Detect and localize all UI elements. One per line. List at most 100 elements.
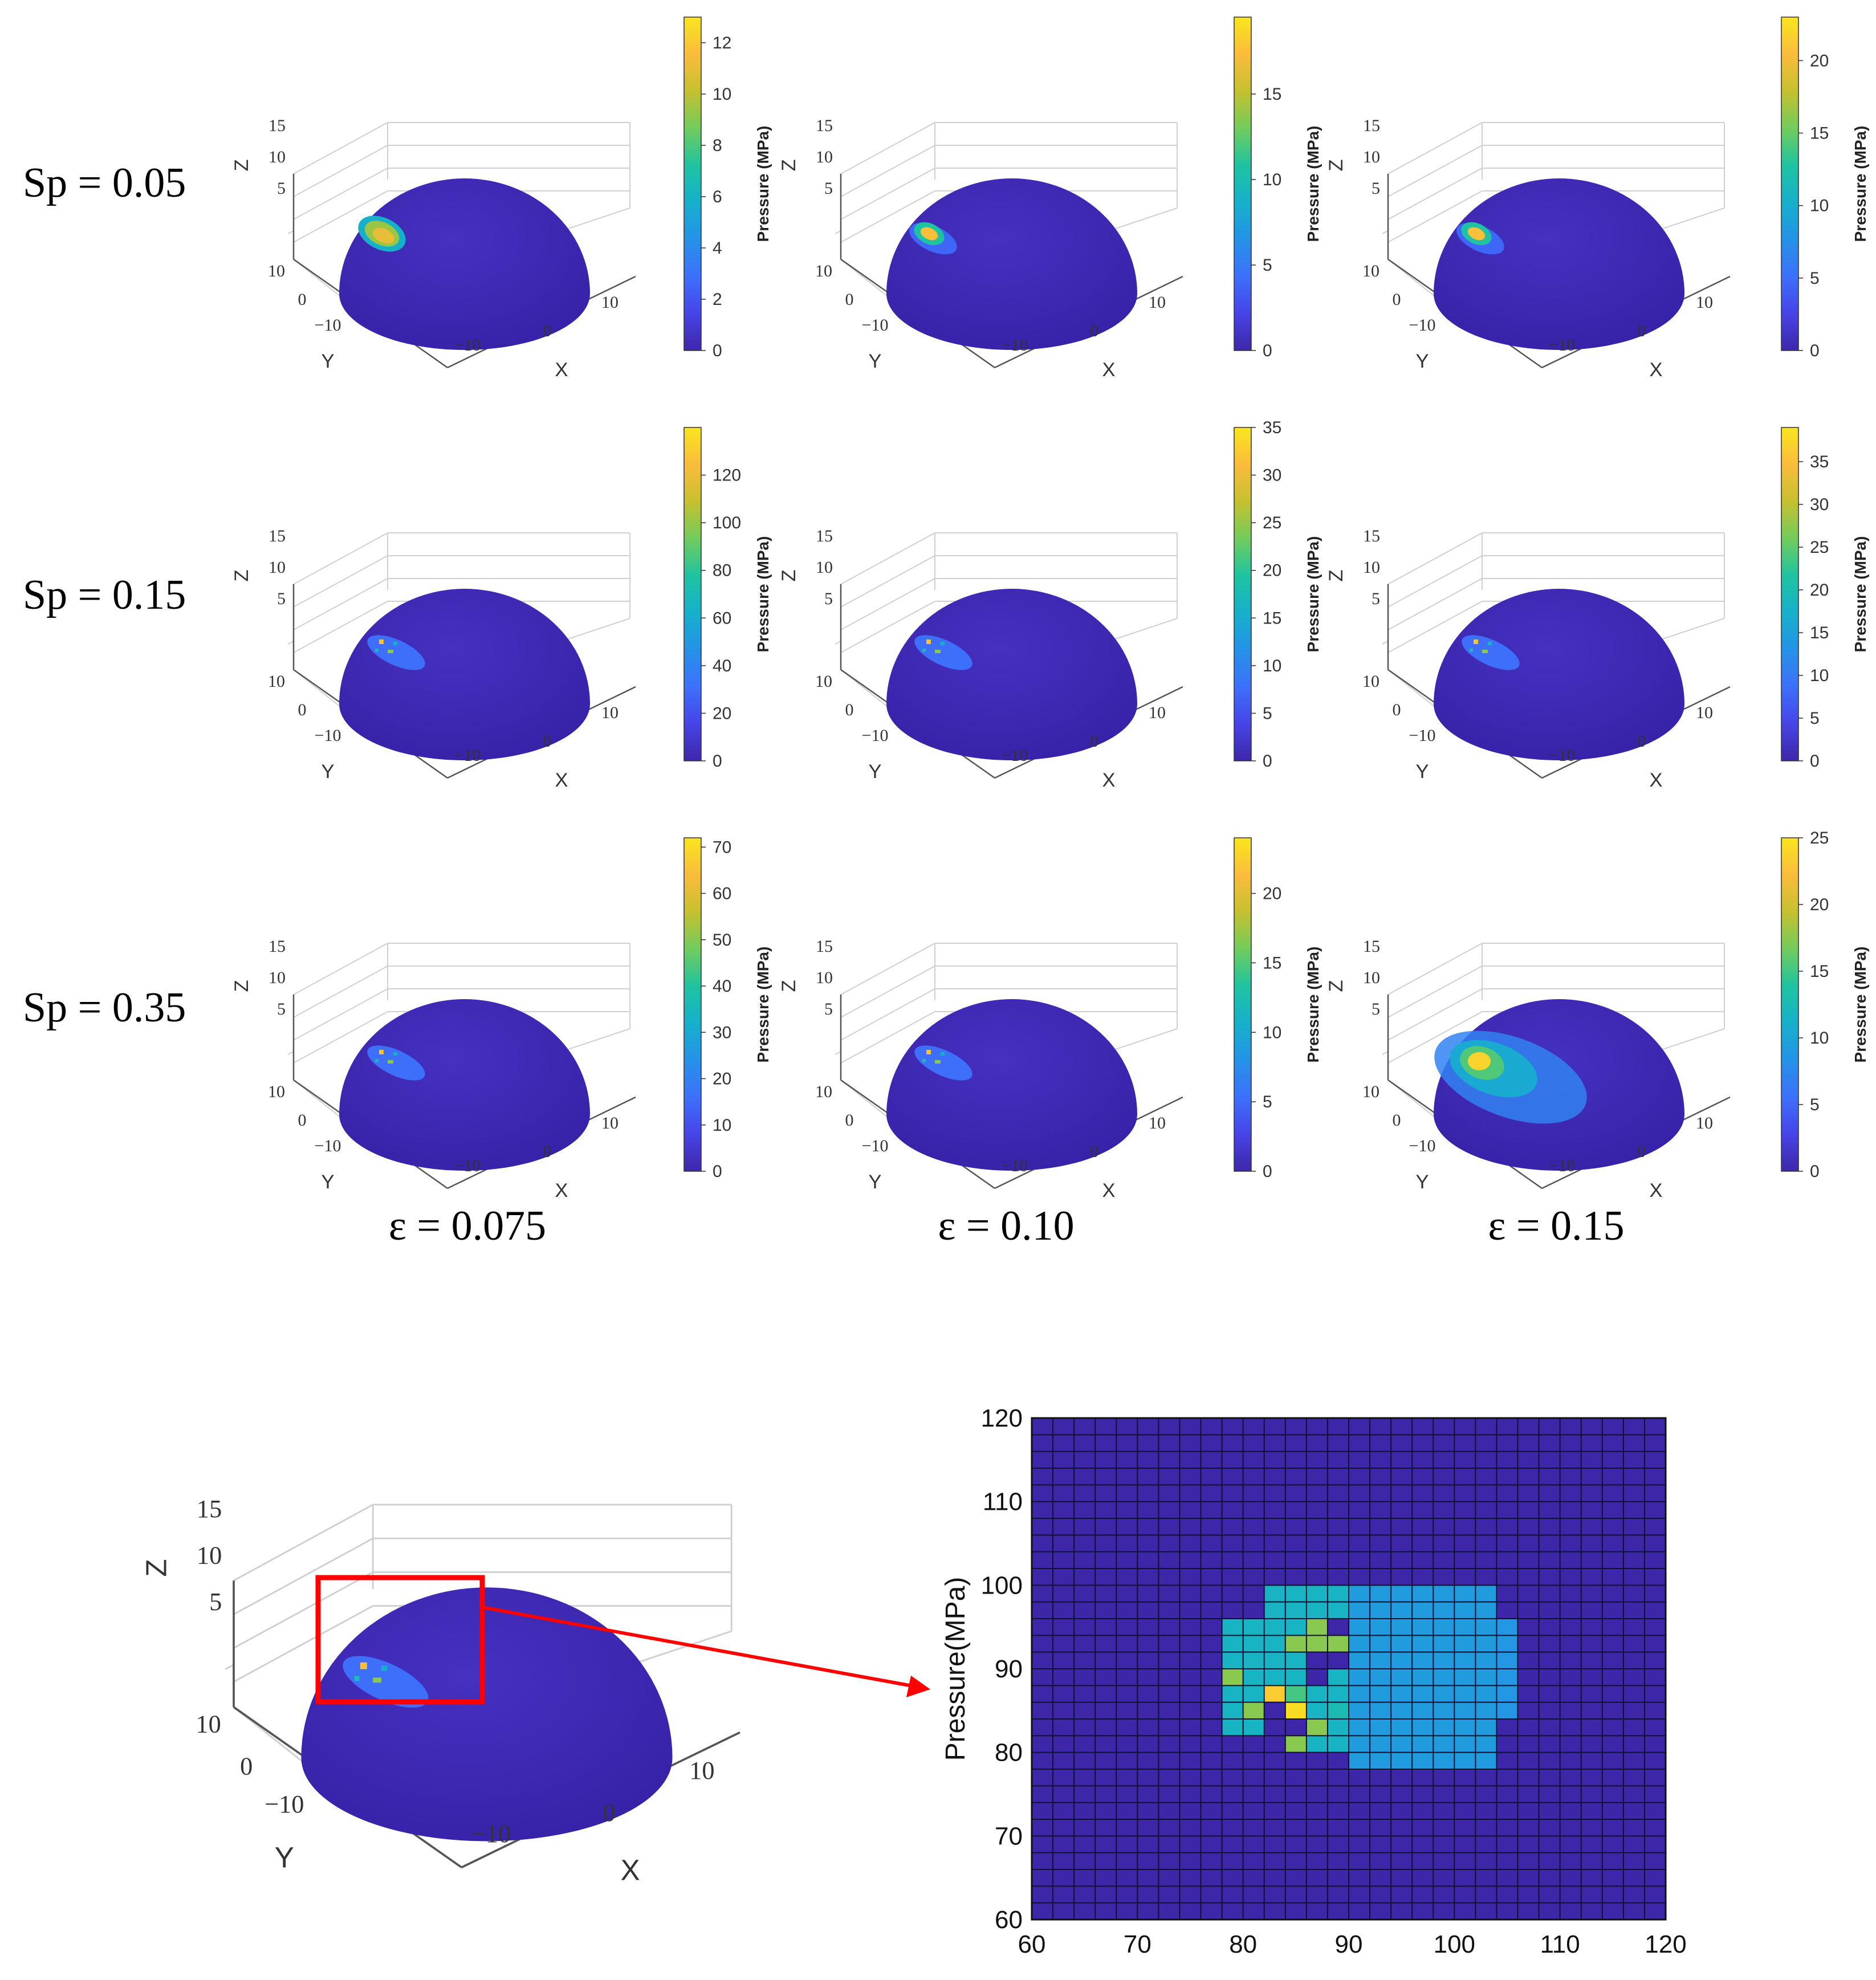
heatmap-cell (1264, 1702, 1285, 1719)
colorbar-label: Pressure (MPa) (754, 126, 772, 242)
heatmap-cell (1391, 1702, 1413, 1719)
heatmap-cell (1327, 1669, 1349, 1686)
pressure-plot-r1-c0: 15105Z100−10Y100−10X020406080100120Press… (231, 427, 772, 791)
z-tick-label: 5 (209, 1587, 222, 1616)
colorbar-label: Pressure (MPa) (1304, 536, 1322, 653)
pressure-plot-r2-c0: 15105Z100−10Y100−10X010203040506070Press… (231, 837, 772, 1201)
colorbar: 0 5 10 15 Pressure (MPa) (1234, 17, 1322, 360)
heatmap-cell (1222, 1635, 1243, 1652)
x-tick-label: −10 (471, 1819, 511, 1848)
heatmap-cell (1243, 1619, 1264, 1636)
heatmap-y-tick: 110 (983, 1488, 1023, 1516)
z-tick-label: 15 (816, 116, 833, 135)
colorbar-tick-label: 5 (1810, 269, 1820, 288)
colorbar-tick-label: 5 (1263, 1093, 1272, 1111)
heatmap-cell (1370, 1652, 1391, 1669)
heatmap-cell (1264, 1685, 1285, 1702)
z-axis-label: Z (231, 569, 253, 581)
colorbar-ramp (683, 837, 702, 1172)
hemisphere-surface (301, 1587, 673, 1842)
heatmap-cell (1496, 1685, 1518, 1702)
colorbar-tick-label: 20 (1810, 581, 1829, 600)
heatmap-cell (1391, 1685, 1413, 1702)
colorbar-tick-label: 10 (1263, 170, 1281, 189)
z-tick-label: 10 (268, 558, 286, 577)
heatmap-cell (1264, 1669, 1285, 1686)
heatmap-cell (1454, 1602, 1476, 1619)
colorbar-ramp (1234, 427, 1252, 761)
y-tick-label: 0 (845, 1111, 854, 1130)
heatmap-cell (1370, 1735, 1391, 1753)
y-tick-label: 10 (268, 1082, 285, 1101)
hemisphere-surface (886, 999, 1137, 1171)
heatmap-cell (1327, 1585, 1349, 1602)
heatmap-cell (1370, 1685, 1391, 1702)
colorbar-tick-label: 50 (713, 931, 731, 950)
heatmap-cell (1475, 1652, 1497, 1669)
y-axis-label: Y (1415, 351, 1429, 372)
colorbar-tick-label: 0 (1263, 341, 1272, 360)
colorbar-tick-label: 80 (713, 561, 731, 580)
zoom-source-plot: 15 10 5 Z 10 0 −10 Y 10 0 −10 X (140, 1494, 740, 1887)
zoom-detail-heatmap: 60 70 80 90 100 110 120 60 70 80 90 100 110 120 Pressu… (941, 1404, 1687, 1958)
pressure-hotspot (914, 1045, 972, 1081)
heatmap-frame (1031, 1417, 1667, 1921)
z-tick-label: 10 (1363, 148, 1380, 166)
colorbar-tick-label: 4 (713, 239, 722, 258)
y-tick-label: −10 (315, 1136, 341, 1155)
x-tick-label: 0 (603, 1798, 615, 1827)
x-tick-label: −10 (454, 1156, 481, 1175)
zoom-arrow-line (482, 1606, 913, 1688)
heatmap-x-tick: 120 (1645, 1930, 1686, 1958)
colorbar: 0 5 10 15 20 Pressure (MPa) (1234, 837, 1322, 1181)
heatmap-cell (1264, 1735, 1285, 1753)
heatmap-cell (1412, 1669, 1434, 1686)
heatmap-cell (1306, 1619, 1328, 1636)
y-tick-label: −10 (862, 316, 889, 335)
heatmap-cell (1475, 1735, 1497, 1753)
x-tick-label: 10 (601, 293, 618, 312)
heatmap-cell (1412, 1735, 1434, 1753)
colorbar-ramp (1234, 17, 1252, 351)
heatmap-cell (1433, 1585, 1455, 1602)
z-axis-label: Z (778, 980, 800, 992)
z-axis-label: Z (778, 569, 800, 581)
heatmap-cell (1412, 1602, 1434, 1619)
heatmap-cell (1391, 1652, 1413, 1669)
heatmap-cell (1306, 1685, 1328, 1702)
col-label-eps-0.10: ε = 0.10 (938, 1203, 1074, 1249)
heatmap-cell (1370, 1702, 1391, 1719)
z-tick-label: 5 (824, 1000, 833, 1018)
colorbar: 0 5 10 15 20 Pressure (MPa) (1781, 17, 1869, 360)
y-axis-label: Y (1415, 1171, 1429, 1193)
heatmap-cell (1349, 1619, 1370, 1636)
heatmap-cell (1349, 1635, 1370, 1652)
heatmap-cell (1454, 1752, 1476, 1769)
z-tick-label: 5 (824, 589, 833, 608)
hemisphere-surface (339, 999, 590, 1171)
colorbar-tick-label: 0 (1810, 1162, 1820, 1181)
y-axis-label: Y (868, 351, 881, 372)
heatmap-cell (1306, 1669, 1328, 1686)
heatmap-cell (1327, 1735, 1349, 1753)
heatmap-cell (1285, 1702, 1307, 1719)
hemisphere-surface (1434, 178, 1684, 350)
heatmap-cell (1391, 1585, 1413, 1602)
heatmap-cell (1370, 1719, 1391, 1736)
heatmap-cell (1285, 1669, 1307, 1686)
y-tick-label: −10 (862, 1136, 889, 1155)
x-tick-label: 10 (1696, 293, 1713, 312)
heatmap-cell (1454, 1585, 1476, 1602)
x-axis-label: X (555, 359, 568, 381)
colorbar-tick-label: 0 (1810, 341, 1820, 360)
heatmap-cell (1412, 1619, 1434, 1636)
y-tick-label: 0 (1393, 700, 1401, 719)
heatmap-cell (1433, 1752, 1455, 1769)
z-axis-label: Z (231, 980, 253, 992)
heatmap-cell (1306, 1702, 1328, 1719)
zoom-box (315, 1575, 485, 1705)
heatmap-cell (1454, 1702, 1476, 1719)
heatmap-y-tick: 70 (995, 1822, 1023, 1850)
